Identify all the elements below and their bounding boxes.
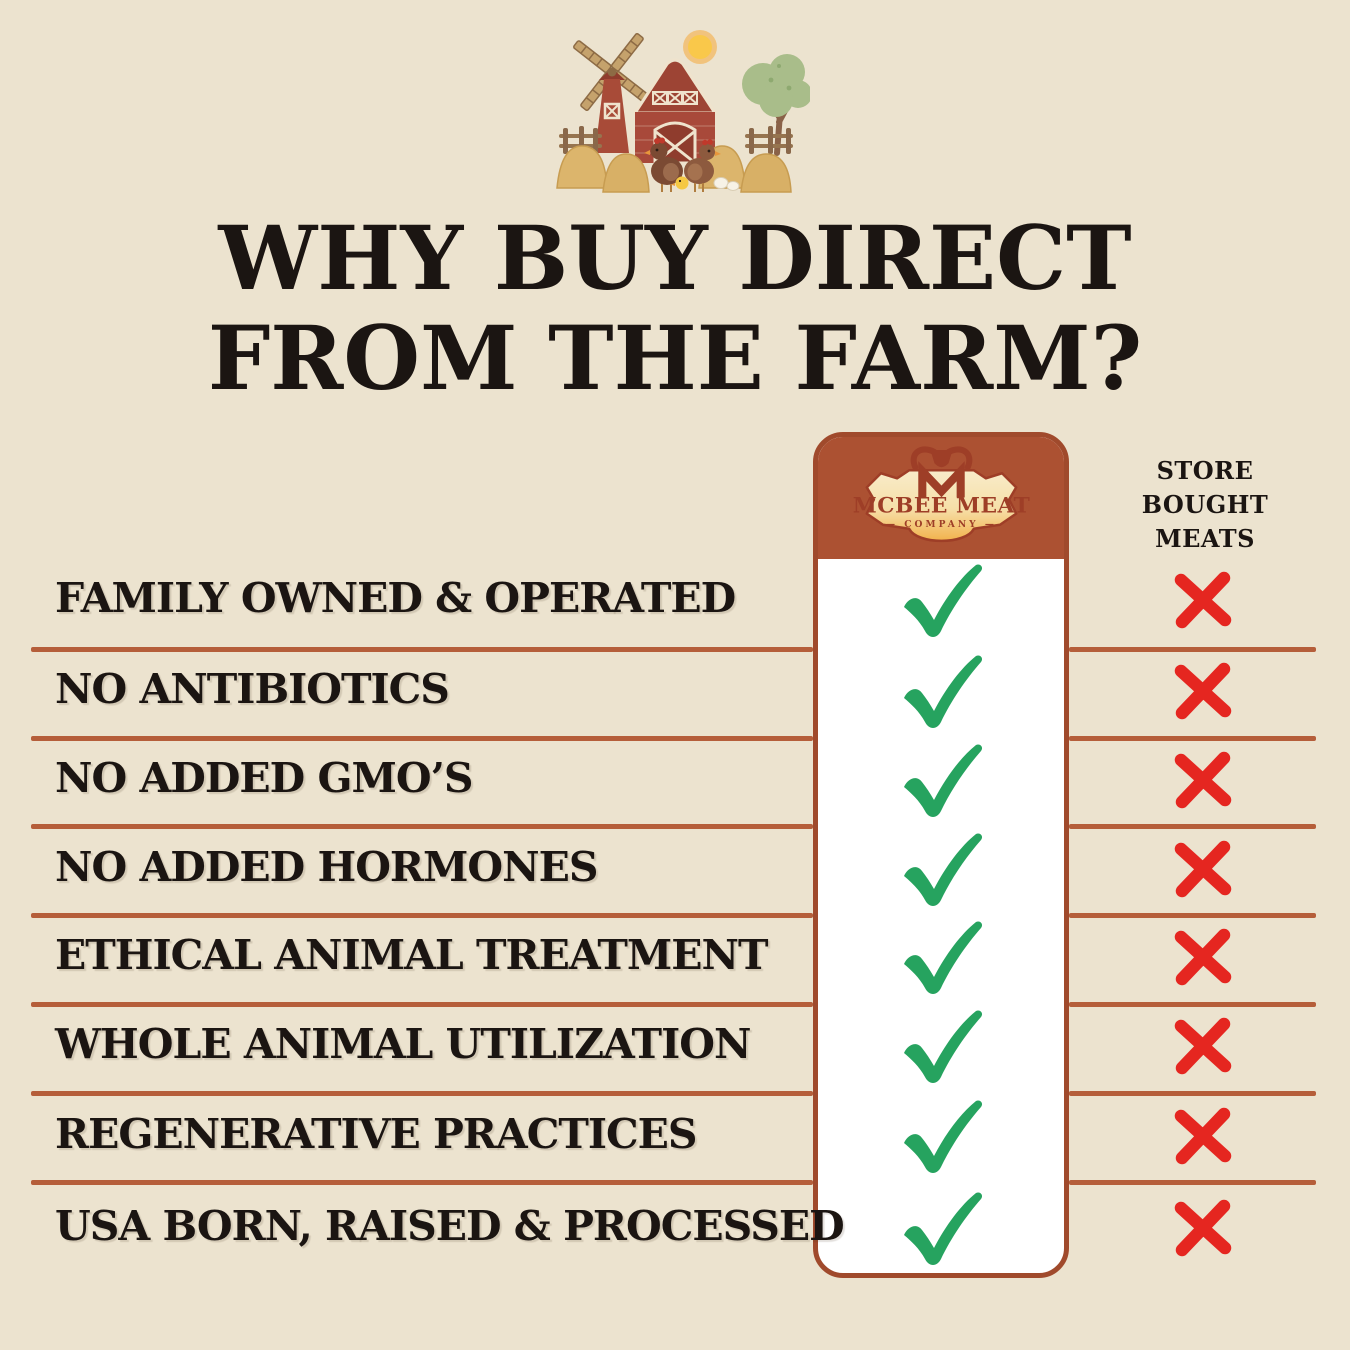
row-label: NO ANTIBIOTICS xyxy=(55,665,450,714)
bull-head-icon xyxy=(910,446,972,498)
farm-column-header: MCBEE MEAT — COMPANY — xyxy=(818,437,1064,559)
row-label: NO ADDED GMO’S xyxy=(55,754,473,803)
row-label: WHOLE ANIMAL UTILIZATION xyxy=(55,1020,751,1069)
row-divider-left xyxy=(31,1180,813,1185)
check-icon xyxy=(904,564,983,637)
cross-icon xyxy=(1174,1199,1232,1257)
brand-subtitle-text: — COMPANY — xyxy=(886,519,997,530)
check-icon xyxy=(904,655,983,728)
check-icon xyxy=(904,921,983,994)
check-icon xyxy=(904,1010,983,1083)
mcbee-meat-company-logo: MCBEE MEAT — COMPANY — xyxy=(852,446,1030,543)
check-icon xyxy=(904,744,983,817)
cross-icon xyxy=(1174,928,1232,986)
hen xyxy=(684,139,721,192)
row-divider-right xyxy=(1069,736,1316,741)
fence xyxy=(559,126,793,154)
farm-column-card: MCBEE MEAT — COMPANY — xyxy=(813,432,1069,1278)
cross-icon xyxy=(1174,840,1232,898)
store-header-line2: MEATS xyxy=(1155,524,1255,553)
row-divider-right xyxy=(1069,1180,1316,1185)
row-divider-left xyxy=(31,1002,813,1007)
row-label: USA BORN, RAISED & PROCESSED xyxy=(55,1202,845,1251)
cross-icon xyxy=(1174,1017,1232,1075)
cross-icon xyxy=(1174,571,1232,629)
row-divider-right xyxy=(1069,647,1316,652)
cross-icon xyxy=(1174,1107,1232,1165)
cross-icon xyxy=(1174,662,1232,720)
row-divider-right xyxy=(1069,1091,1316,1096)
cross-icon xyxy=(1174,751,1232,809)
store-header-line1: STORE BOUGHT xyxy=(1141,456,1269,519)
windmill xyxy=(573,33,651,153)
tree xyxy=(742,54,810,156)
check-icon xyxy=(904,1192,983,1265)
row-label: REGENERATIVE PRACTICES xyxy=(55,1110,698,1159)
chickens xyxy=(644,137,740,192)
row-label: FAMILY OWNED & OPERATED xyxy=(55,574,736,623)
farm-illustration xyxy=(556,30,810,193)
row-divider-left xyxy=(31,824,813,829)
chick xyxy=(671,176,689,190)
brand-name-text: MCBEE MEAT xyxy=(852,494,1030,519)
page-title: WHY BUY DIRECT FROM THE FARM? xyxy=(0,208,1350,408)
eggs xyxy=(713,177,740,191)
store-column-header: STORE BOUGHT MEATS xyxy=(1094,454,1316,556)
row-label: ETHICAL ANIMAL TREATMENT xyxy=(55,931,769,980)
row-divider-left xyxy=(31,1091,813,1096)
check-icon xyxy=(904,833,983,906)
row-label: NO ADDED HORMONES xyxy=(55,843,598,892)
row-divider-left xyxy=(31,736,813,741)
page-title-line2: FROM THE FARM? xyxy=(207,306,1143,410)
row-divider-right xyxy=(1069,913,1316,918)
row-divider-left xyxy=(31,647,813,652)
badge-shape xyxy=(865,468,1017,543)
row-divider-right xyxy=(1069,824,1316,829)
check-icon xyxy=(904,1100,983,1173)
row-divider-right xyxy=(1069,1002,1316,1007)
row-divider-left xyxy=(31,913,813,918)
page-title-line1: WHY BUY DIRECT xyxy=(218,206,1132,310)
sun-icon xyxy=(683,30,717,64)
hen xyxy=(644,137,683,192)
